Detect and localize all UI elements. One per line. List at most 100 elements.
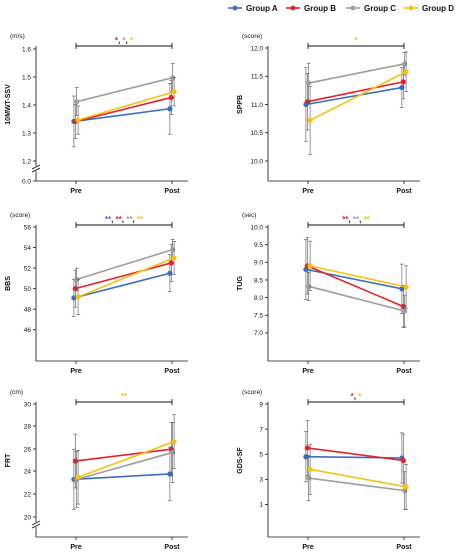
data-point [75,474,81,480]
x-tick-label: Post [396,188,412,195]
series-line [76,76,173,103]
y-tick-label: 3 [259,477,263,484]
axis-break-mark [31,164,41,170]
y-tick-label: 28 [24,423,32,430]
significance-mark: , [118,36,122,45]
significance-label: **, **, **, ** [105,215,144,224]
unit-label: (m/s) [10,33,25,40]
data-point [306,80,312,86]
significance-mark: * [130,36,134,45]
data-point [307,117,313,123]
data-point [307,466,313,472]
significance-mark: ** [353,215,360,224]
significance-mark: * [115,36,119,45]
series-line [75,96,172,123]
unit-label: (sec) [242,212,256,219]
y-tick-label: 1.5 [22,74,31,81]
y-tick-label: 9 [259,401,263,408]
y-tick-label: 7.5 [254,313,263,320]
legend-marker [350,5,356,11]
significance-mark: ** [342,215,349,224]
data-point [403,69,409,75]
series-group-c [74,239,176,291]
series-line [308,63,405,84]
significance-mark: , [354,392,358,401]
y-tick-label: 11.5 [251,74,264,81]
y-tick-label: 10.5 [250,130,263,137]
legend-marker [290,5,296,11]
significance-mark: * [122,36,126,45]
x-tick-label: Pre [302,368,313,375]
axis-break-gap [32,522,40,527]
y-tick-label: 1.2 [22,158,31,165]
chart-panel-3: (score) BBS 46 48 50 52 54 56 Pre Post **, **, **,… [5,212,188,375]
data-point [402,308,408,314]
legend-marker [408,5,414,11]
y-tick-label: 20 [24,514,32,521]
y-axis-label: FRT [5,453,12,467]
series-group-c [306,271,408,328]
y-tick-label: 7 [259,426,263,433]
y-tick-label: 48 [24,306,32,313]
data-point [402,61,408,67]
y-axis-label: TUG [237,276,244,291]
series-line [77,257,175,298]
y-tick-label: 12.0 [250,45,263,52]
significance-mark: * [354,36,358,45]
significance-mark: , [359,215,363,224]
y-tick-label: 54 [24,245,32,252]
significance-mark: ** [105,215,112,224]
series-line [306,265,404,308]
series-line [73,107,171,123]
chart-panel-4: (sec) TUG 7.0 7.5 8.0 8.5 9.0 9.5 10.0 Pre Post **,… [237,212,420,375]
series-group-a [71,83,173,148]
series-line [305,86,403,106]
significance-label: * [354,36,358,45]
significance-mark: ** [116,215,123,224]
significance-mark: * [351,392,355,401]
y-tick-label: 10.0 [250,224,263,231]
series-group-c [306,455,408,510]
axis-break-mark [31,523,41,529]
significance-mark: , [122,215,126,224]
x-tick-label: Post [164,188,180,195]
x-tick-label: Pre [70,544,81,550]
data-point [403,484,409,490]
y-tick-label: 8.5 [254,277,263,284]
data-point [306,283,312,289]
chart-panel-2: (score) SPPB 10.0 10.5 11.0 11.5 12.0 Pre Post * [237,33,420,195]
significance-mark: , [126,36,130,45]
y-tick-label: 0.0 [22,178,31,185]
series-group-a [303,431,405,484]
series-group-d [307,240,409,309]
series-group-d [75,241,177,315]
series-line [309,468,407,488]
y-tick-label: 50 [24,286,32,293]
data-point [306,475,312,481]
significance-mark: , [111,215,115,224]
series-group-c [74,63,176,117]
axis-break-mark [31,520,41,526]
data-point [400,79,406,85]
data-point [168,94,174,101]
series-group-b [304,237,406,328]
significance-label: ** [121,392,128,401]
legend-label: Group B [304,4,336,13]
x-tick-label: Post [164,544,180,550]
data-point [403,284,409,290]
data-point [167,270,173,276]
series-line [73,272,171,299]
y-tick-label: 46 [24,327,32,334]
series-line [77,440,175,478]
unit-label: (score) [242,389,262,396]
legend-label: Group C [364,4,396,13]
series-line [308,285,405,312]
significance-mark: , [132,215,136,224]
chart-panel-5: (cm) FRT 20 22 24 26 28 30 Pre Post ** [5,389,188,551]
x-tick-label: Pre [70,368,81,375]
y-tick-label: 8.0 [254,295,263,302]
y-tick-label: 9.0 [254,260,263,267]
data-point [303,454,309,460]
x-tick-label: Post [396,544,412,550]
series-line [307,81,404,103]
